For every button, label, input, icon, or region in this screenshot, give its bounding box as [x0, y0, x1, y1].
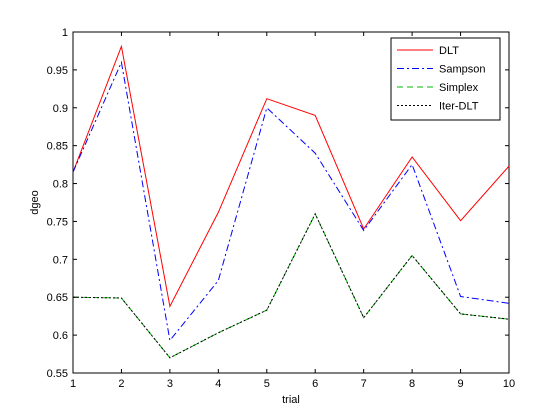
y-tick-label: 0.95 — [47, 65, 68, 77]
legend-label: Iter-DLT — [439, 101, 479, 113]
x-tick-label: 3 — [167, 378, 173, 390]
y-tick-label: 0.7 — [53, 254, 68, 266]
y-tick-label: 0.9 — [53, 103, 68, 115]
x-tick-label: 2 — [118, 378, 124, 390]
x-axis-title: trial — [282, 394, 300, 406]
y-axis-title: dgeo — [29, 190, 41, 214]
legend: DLT Sampson Simplex Iter-DLT — [390, 37, 501, 121]
x-tick-label: 5 — [264, 378, 270, 390]
series-layer — [72, 44, 510, 359]
x-tick-label: 4 — [215, 378, 221, 390]
y-tick-label: 0.8 — [53, 179, 68, 191]
x-tick-label: 8 — [409, 378, 415, 390]
legend-label: Sampson — [439, 64, 485, 76]
series-line-sampson — [72, 60, 510, 342]
x-tick-label: 9 — [457, 378, 463, 390]
series-line-dlt — [72, 44, 510, 308]
y-tick-label: 0.55 — [47, 368, 68, 380]
y-tick-label: 0.85 — [47, 141, 68, 153]
legend-label: Simplex — [439, 82, 479, 94]
x-tick-label: 6 — [312, 378, 318, 390]
y-tick-label: 0.65 — [47, 292, 68, 304]
y-tick-label: 1 — [62, 27, 68, 39]
ticks-layer: 1 2 3 4 5 6 7 8 9 10 0.55 0.6 0.65 0.7 0.75 0.8 0.85 0.9 0… — [47, 27, 516, 390]
series-line-iter-dlt — [72, 212, 510, 359]
y-tick-label: 0.6 — [53, 330, 68, 342]
legend-box — [390, 37, 501, 121]
x-tick-label: 7 — [361, 378, 367, 390]
x-tick-label: 10 — [503, 378, 515, 390]
y-tick-label: 0.75 — [47, 216, 68, 228]
x-tick-label: 1 — [70, 378, 76, 390]
legend-label: DLT — [439, 45, 459, 57]
